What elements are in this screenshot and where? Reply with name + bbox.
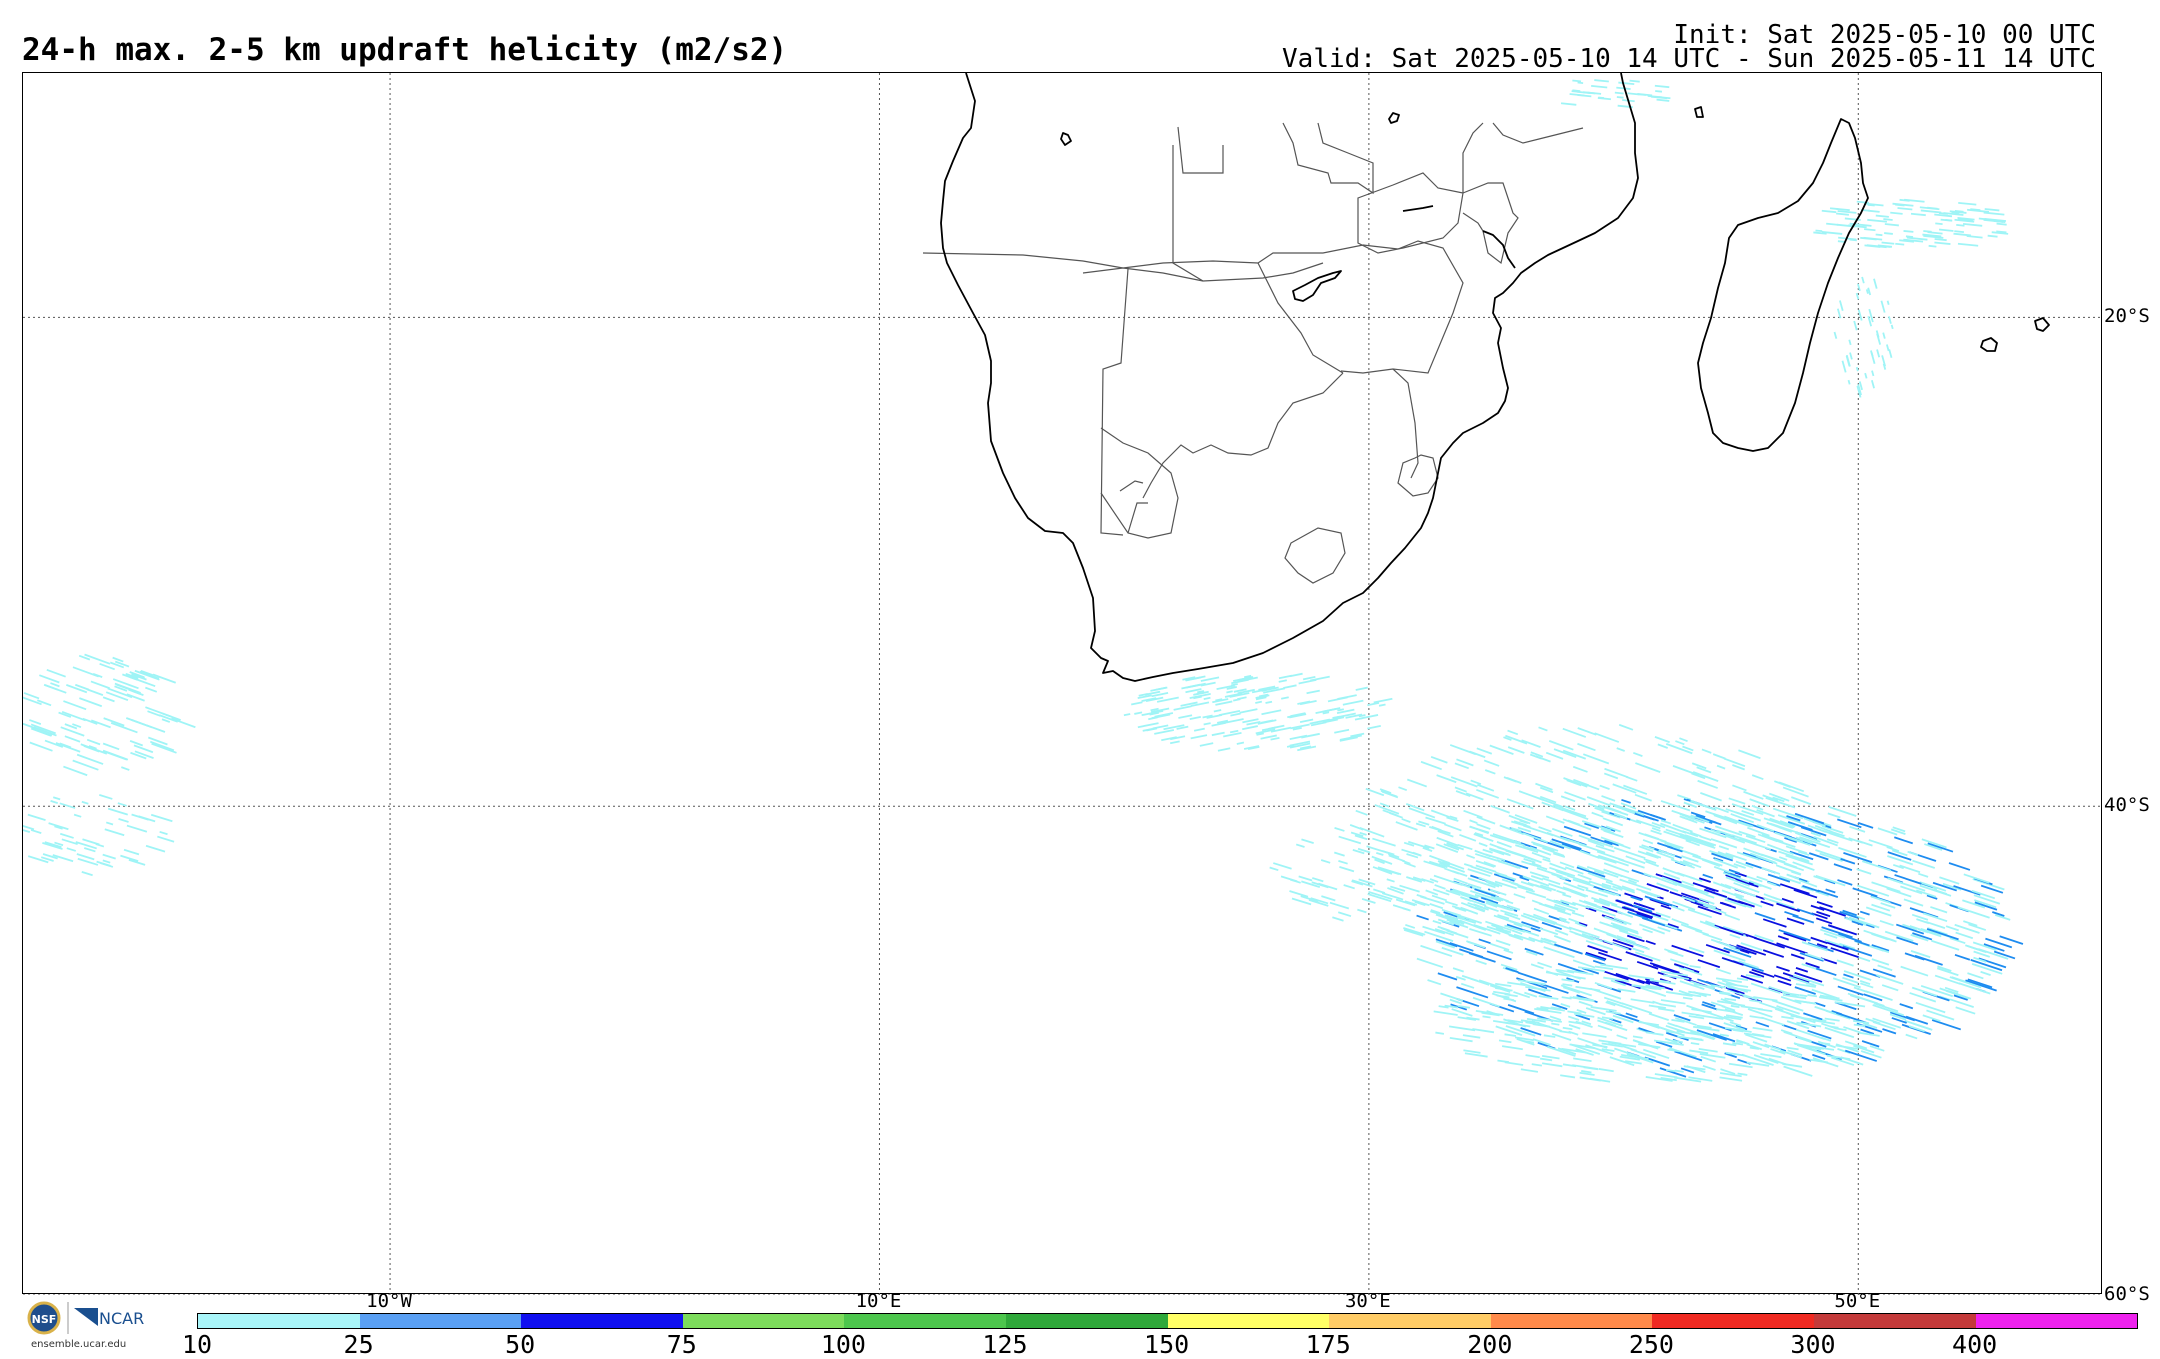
lon-label: 50°E [1834, 1290, 1881, 1312]
colorbar-segment [1975, 1314, 2138, 1328]
colorbar-segment [844, 1314, 1006, 1328]
lat-label: 40°S [2104, 794, 2150, 817]
colorbar-segment [1652, 1314, 1814, 1328]
ncar-mark-icon [74, 1308, 98, 1326]
lon-label: 10°W [366, 1290, 412, 1312]
colorbar-label: 300 [1790, 1330, 1836, 1359]
lon-label: 10°E [855, 1290, 902, 1312]
lat-label: 60°S [2104, 1283, 2150, 1305]
colorbar-segment [1813, 1314, 1976, 1328]
colorbar-segment [1490, 1314, 1653, 1328]
ncar-label: NCAR [99, 1309, 145, 1328]
map-frame[interactable] [22, 72, 2103, 1295]
colorbar-label: 50 [505, 1330, 536, 1359]
nsf-seal-icon [27, 1301, 61, 1335]
graticule [23, 73, 2103, 1295]
colorbar-segment [682, 1314, 845, 1328]
colorbar-segment [521, 1314, 683, 1328]
lat-label: 20°S [2104, 305, 2150, 328]
nsf-ncar-logo: NSF [24, 1298, 154, 1352]
colorbar-label: 25 [343, 1330, 374, 1359]
colorbar-label: 200 [1467, 1330, 1513, 1359]
colorbar-segment [1329, 1314, 1491, 1328]
colorbar [197, 1313, 2139, 1329]
colorbar-label: 175 [1305, 1330, 1351, 1359]
borders [922, 122, 1584, 584]
colorbar-label: 400 [1952, 1330, 1998, 1359]
colorbar-segment [359, 1314, 522, 1328]
helicity-field [23, 79, 2024, 1083]
colorbar-label: 125 [982, 1330, 1028, 1359]
lon-label: 30°E [1344, 1290, 1391, 1312]
nsf-seal-label: NSF [32, 1313, 57, 1326]
colorbar-segment [1005, 1314, 1168, 1328]
colorbar-label: 150 [1144, 1330, 1190, 1359]
coastline [940, 73, 2050, 682]
init-time: Init: Sat 2025-05-10 00 UTC [1673, 20, 2096, 50]
ensemble-url: ensemble.ucar.edu [31, 1339, 127, 1350]
colorbar-label: 75 [666, 1330, 697, 1359]
colorbar-segment [1167, 1314, 1330, 1328]
map-title: 24-h max. 2-5 km updraft helicity (m2/s2… [22, 32, 788, 68]
colorbar-label: 250 [1628, 1330, 1674, 1359]
colorbar-label: 100 [820, 1330, 866, 1359]
valid-time: Valid: Sat 2025-05-10 14 UTC - Sun 2025-… [1282, 44, 2096, 74]
colorbar-label: 10 [181, 1330, 213, 1359]
colorbar-segment [198, 1314, 360, 1328]
map-canvas[interactable] [23, 73, 2103, 1295]
